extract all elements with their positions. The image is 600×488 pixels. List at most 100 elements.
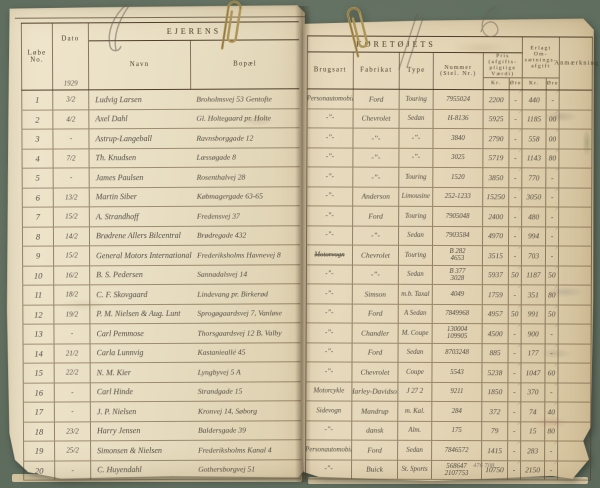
remark-cell (559, 207, 593, 226)
row-number-cell: 12 (22, 305, 55, 324)
chassis-number-cell: 3840 (433, 128, 484, 148)
make-cell: Chevrolet (352, 362, 399, 382)
pencil-tick-icon: ∕ (518, 285, 521, 291)
make-cell: -”- (353, 128, 400, 148)
price-ore-cell: ∕ - (508, 402, 522, 421)
ledger-left-page: Løbe No. Dato 1929 EJERENS Navn Bopæl 1 … (5, 0, 307, 481)
column-header-pris: Pris (afgifts- pligtige Værdi) (483, 53, 523, 78)
tax-ore-cell: ∕ 80 (546, 148, 560, 168)
pencil-tick-icon: ∕ (555, 168, 558, 174)
price-ore-value: - (513, 192, 517, 202)
pencil-tick-icon: ∕ (517, 460, 520, 466)
table-row: -”- -”- Touring 1520 3850 ∕ - 770 ∕ - (306, 167, 593, 189)
type-cell: Touring (399, 167, 434, 187)
pencil-tick-icon: ∕ (554, 363, 558, 369)
use-type-cell: -”- (307, 147, 354, 167)
type-cell: Sedan (399, 109, 434, 128)
owner-address-cell: Brødregade 432 (196, 230, 247, 241)
use-type-cell: Motorcykle (306, 381, 353, 401)
remark-cell (559, 129, 593, 148)
owner-address-cell: Strandgade 15 (197, 386, 243, 397)
date-cell: - (54, 402, 91, 422)
price-ore-value: - (512, 465, 516, 475)
tax-kr-cell: 703 (521, 246, 547, 265)
paperclip-icon (346, 6, 369, 58)
date-cell: 13/2 (53, 187, 90, 207)
type-cell: Sedan (398, 265, 433, 284)
remark-cell (559, 188, 593, 207)
subheader-ore: Øre (509, 77, 523, 90)
remark-cell (558, 461, 592, 480)
owners-table-header: Løbe No. Dato 1929 EJERENS Navn Bopæl (20, 21, 300, 91)
subheader-ore: Øre (546, 77, 560, 90)
tax-ore-value: - (549, 465, 553, 475)
pencil-tick-icon: ∕ (555, 246, 558, 252)
price-ore-cell: ∕ - (508, 343, 522, 363)
chassis-number-cell: 8703248 (432, 343, 483, 363)
price-ore-cell: ∕ - (509, 109, 523, 129)
tax-ore-value: - (550, 192, 554, 202)
owner-name-cell: N. M. Kier (96, 367, 131, 378)
chassis-number-cell: 7849968 (432, 304, 483, 324)
table-row: Personautomobil Ford Sedan 7846572 1415 … (305, 440, 592, 462)
use-type-cell: Personautomobil (306, 440, 353, 460)
date-cell: 22/2 (54, 363, 91, 383)
column-header-nummer: Nummer (Stel. Nr.) (433, 52, 484, 90)
price-ore-cell: ∕ - (509, 148, 523, 168)
make-cell: Ford (352, 343, 399, 362)
tax-ore-cell: ∕ - (545, 246, 560, 265)
tax-kr-cell: 480 (522, 207, 547, 226)
owner-address-cell: Kronvej 14, Søborg (197, 406, 258, 416)
use-type-cell: Sidevogn (306, 401, 353, 421)
price-ore-value: - (513, 329, 516, 339)
tax-ore-cell: ∕ 40 (545, 402, 559, 421)
remark-cell (559, 168, 593, 187)
table-row: 14 21/2 Carla Lunnvig Kastanieallé 45 (22, 342, 301, 364)
tax-kr-cell: 440 (522, 90, 547, 109)
row-number-cell: 8 (21, 227, 55, 246)
tax-ore-cell: ∕ - (546, 168, 560, 187)
table-row: 1 3/2 Ludvig Larsen Broholmsvej 53 Gento… (21, 89, 300, 111)
pencil-scribble-icon (108, 3, 130, 52)
pencil-tick-icon: ∕ (556, 90, 559, 96)
pencil-tick-icon: ∕ (555, 187, 558, 194)
use-type-cell: -”- (306, 362, 353, 382)
owners-rows: 1 3/2 Ludvig Larsen Broholmsvej 53 Gento… (21, 89, 302, 481)
tax-kr-cell: 2150 (521, 460, 546, 480)
type-cell: Touring (399, 89, 434, 109)
chassis-number-cell: 7905048 (433, 206, 484, 226)
owner-address-cell: Gl. Holtegaard pr. Holte (196, 113, 271, 124)
tax-ore-value: 00 (548, 114, 557, 124)
tax-kr-cell: 1143 (522, 148, 547, 168)
price-ore-cell: ∕ - (508, 363, 522, 382)
tax-kr-cell: 351 (521, 285, 546, 304)
table-row: -”- Anderson Limousine 252-1233 15250 ∕ … (306, 186, 593, 208)
price-ore-cell: ∕ - (508, 441, 522, 460)
tax-ore-cell: ∕ - (545, 441, 559, 460)
type-cell: Touring (399, 206, 434, 226)
pencil-tick-icon: ∕ (518, 168, 521, 174)
table-row: 7 15/2 A. Strandhoff Fredensvej 37 (21, 206, 300, 228)
column-header-lobe-no: Løbe No. (20, 23, 54, 90)
date-cell: - (53, 129, 90, 149)
table-row: 19 25/2 Simonsen & Nielsen Frederiksholm… (23, 440, 302, 462)
pencil-tick-icon: ∕ (518, 148, 521, 154)
price-ore-value: - (513, 290, 517, 300)
tax-ore-cell: ∕ - (544, 460, 559, 480)
chassis-number-cell: B 282 4653 (432, 245, 484, 265)
owner-address-cell: Broholmsvej 53 Gentofte (196, 94, 272, 104)
owner-name-cell: Carl Hinde (96, 387, 134, 397)
tax-kr-cell: 900 (521, 324, 546, 343)
pencil-tick-icon: ∕ (555, 343, 558, 350)
tax-ore-value: 80 (547, 426, 555, 436)
remark-cell (559, 246, 593, 265)
owner-address-cell: Sannadalsvej 14 (197, 269, 248, 280)
table-row: -”- -”- -”- 3840 2790 ∕ - 558 ∕ 00 (306, 128, 593, 150)
row-number-cell: 14 (22, 344, 55, 363)
tax-kr-cell: 1187 (521, 265, 546, 285)
table-row: Motorcykle Harley-Davidson J 27 2 9211 1… (305, 381, 592, 403)
remark-cell (559, 266, 593, 285)
chassis-number-cell: 7955024 (433, 89, 484, 109)
make-cell: Chevrolet (353, 109, 400, 128)
